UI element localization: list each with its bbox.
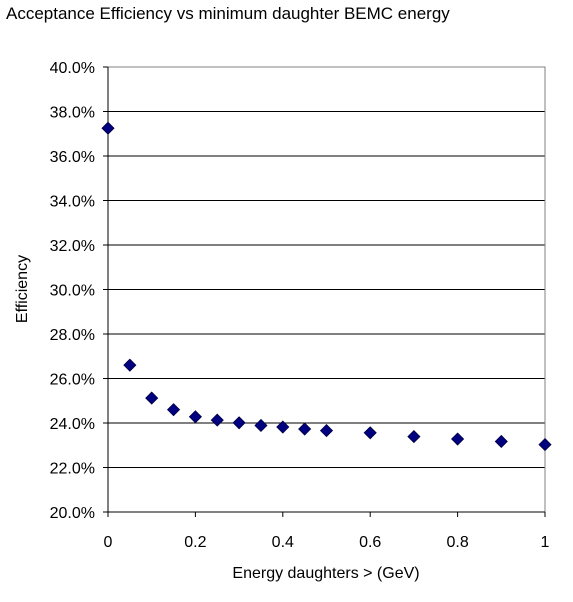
x-axis-ticks: 0 0.2 0.4 0.6 0.8 1: [104, 512, 550, 551]
y-tick-label-9: 38.0%: [50, 105, 95, 122]
data-point-0-9: [298, 422, 312, 436]
data-point-0-1: [123, 358, 137, 372]
x-tick-label-0: 0: [104, 534, 113, 551]
data-point-0-14: [494, 434, 508, 449]
y-tick-label-5: 30.0%: [50, 283, 95, 300]
data-points: [101, 121, 552, 452]
x-tick-label-1: 0.2: [184, 534, 206, 551]
y-tick-label-3: 26.0%: [50, 372, 95, 389]
y-tick-label-7: 34.0%: [50, 194, 95, 211]
chart-title: Acceptance Efficiency vs minimum daughte…: [6, 4, 450, 23]
data-point-0-6: [232, 416, 246, 430]
x-tick-label-2: 0.4: [272, 534, 294, 551]
data-point-0-7: [254, 418, 268, 433]
y-axis-ticks: 20.0% 22.0% 24.0% 26.0% 28.0% 30.0% 32.0% 34.0%…: [50, 60, 108, 522]
data-point-0-2: [145, 391, 159, 405]
y-tick-label-4: 28.0%: [50, 327, 95, 344]
x-tick-label-4: 0.8: [446, 534, 468, 551]
data-point-0-5: [210, 413, 224, 427]
y-tick-label-0: 20.0%: [50, 505, 95, 522]
data-point-0-3: [166, 403, 181, 417]
y-axis-label: Efficiency: [14, 255, 31, 323]
data-point-0-15: [538, 438, 552, 452]
data-point-0-4: [188, 410, 202, 424]
x-axis-label: Energy daughters > (GeV): [232, 565, 419, 582]
data-point-0-10: [319, 423, 334, 438]
x-tick-label-3: 0.6: [359, 534, 381, 551]
y-tick-label-2: 24.0%: [50, 416, 95, 433]
y-tick-label-6: 32.0%: [50, 238, 95, 255]
data-point-0-8: [276, 420, 290, 434]
y-tick-label-8: 36.0%: [50, 149, 95, 166]
x-tick-label-5: 1: [541, 534, 550, 551]
data-point-0-0: [101, 121, 115, 135]
y-tick-label-1: 22.0%: [50, 461, 95, 478]
y-tick-label-10: 40.0%: [50, 60, 95, 77]
data-point-0-11: [363, 426, 377, 440]
data-point-0-12: [407, 430, 421, 444]
data-point-0-13: [451, 432, 465, 446]
